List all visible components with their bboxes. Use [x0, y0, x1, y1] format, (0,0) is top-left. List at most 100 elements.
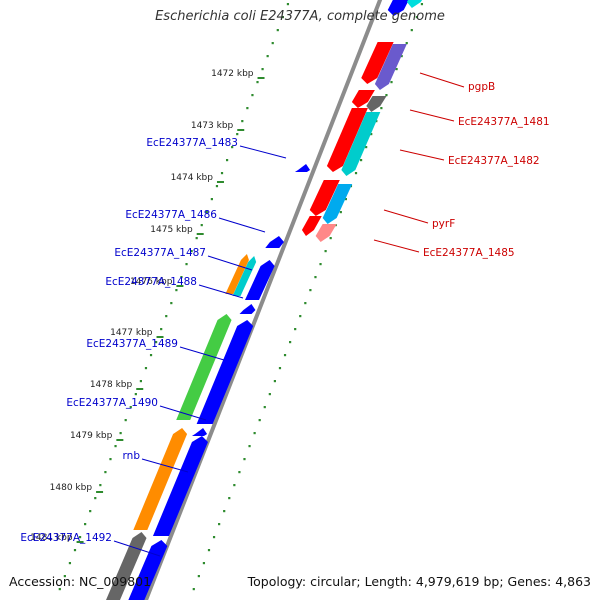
leader-line [239, 145, 287, 159]
tick-ring-outer [192, 3, 424, 591]
gene-block [374, 44, 407, 90]
gene-label-pgpb: pgpB [468, 81, 495, 93]
tick-dot [324, 250, 327, 253]
tick-dot [354, 172, 358, 175]
tick-dot [281, 16, 284, 19]
tick-dot [344, 198, 347, 201]
tick-dot [415, 16, 418, 19]
tick-dot [319, 263, 322, 266]
kbp-tick-label: 1478 kbp [90, 380, 133, 390]
tick-dot [202, 562, 206, 565]
leader-line [419, 72, 465, 88]
tick-dot [200, 224, 203, 227]
tick-dot [253, 432, 256, 435]
tick-dot [165, 315, 168, 318]
gene-block [294, 164, 311, 172]
gene-block [326, 108, 368, 172]
tick-dot [89, 510, 92, 513]
accession-text: Accession: NC_009801 [9, 574, 152, 589]
gene-label-ece24377a_1486: EcE24377A_1486 [125, 209, 217, 221]
tick-dot [144, 367, 148, 370]
gene-block [191, 428, 208, 436]
tick-dot [256, 81, 259, 84]
map-title: Escherichia coli E24377A, complete genom… [155, 9, 445, 24]
gene-block [133, 428, 188, 530]
gene-block [239, 304, 256, 314]
tick-dot [243, 458, 246, 461]
leader-line [399, 149, 445, 161]
tick-dot [180, 276, 183, 279]
tick-dot [339, 211, 342, 214]
tick-dot [248, 445, 251, 448]
leader-line [198, 284, 244, 299]
tick-dot [314, 276, 317, 279]
tick-dot [420, 3, 424, 6]
tick-dot [134, 393, 137, 396]
gene-label-pyrf: pyrF [432, 218, 455, 230]
tick-dot [258, 419, 261, 422]
tick-dot [210, 198, 213, 201]
kbp-tick-label: 1474 kbp [171, 173, 214, 183]
gene-block [406, 0, 423, 8]
tick-dot [160, 328, 163, 331]
tick-dot [390, 81, 393, 84]
tick-dot [294, 328, 297, 331]
gene-block [196, 320, 254, 424]
gene-label-ece24377a_1483: EcE24377A_1483 [146, 137, 238, 149]
tick-dot [63, 575, 66, 578]
tick-dot [370, 133, 373, 136]
tick-dot [299, 315, 302, 318]
tick-dot [124, 419, 127, 422]
gene-labels: pgpB EcE24377A_1481 EcE24377A_1482 pyrF EcE2… [20, 81, 549, 544]
tick-dot [104, 471, 107, 474]
genome-backbone [143, 0, 383, 600]
gene-label-ece24377a_1488: EcE24377A_1488 [105, 276, 197, 288]
tick-dot [114, 445, 117, 448]
gene-label-ece24377a_1482: EcE24377A_1482 [448, 155, 540, 167]
gene-block [341, 112, 381, 176]
tick-dot [251, 94, 254, 97]
tick-dot [94, 497, 97, 500]
gene-block [152, 436, 208, 536]
tick-dot [273, 380, 276, 383]
tick-ring-inner [58, 3, 290, 591]
leader-line [159, 405, 207, 421]
leader-line [179, 346, 225, 361]
tick-dot [228, 497, 231, 500]
tick-dot [400, 55, 403, 58]
kbp-tick-label: 1481 kbp [30, 533, 73, 543]
tick-dot [233, 484, 236, 487]
tick-dot [139, 380, 142, 383]
tick-dot [365, 146, 368, 149]
gene-block [309, 180, 340, 216]
tick-dot [212, 536, 216, 539]
gene-block [366, 96, 387, 112]
tick-dot [197, 575, 200, 578]
tick-dot [68, 562, 72, 565]
tick-dot [286, 3, 290, 6]
tick-dot [218, 523, 221, 526]
kbp-tick-label: 1477 kbp [110, 328, 153, 338]
tick-dot [266, 55, 269, 58]
gene-label-ece24377a_1489: EcE24377A_1489 [86, 338, 178, 350]
gene-block [232, 256, 257, 296]
tick-dot [190, 250, 193, 253]
leader-line [207, 255, 253, 271]
gene-block [351, 90, 375, 108]
tick-dot [109, 458, 112, 461]
tick-dot [278, 367, 282, 370]
tick-dot [149, 354, 153, 357]
kbp-ticks: 1472 kbp 1473 kbp 1474 kbp 1475 kbp 1476 kbp… [30, 69, 265, 543]
tick-dot [231, 146, 234, 149]
tick-dot [283, 354, 287, 357]
leader-line [113, 540, 161, 557]
topology-text: Topology: circular; Length: 4,979,619 bp… [247, 574, 591, 589]
tick-dot [329, 237, 332, 240]
leader-line [218, 217, 266, 233]
tick-dot [309, 289, 312, 292]
tick-dot [359, 159, 363, 162]
tick-dot [215, 185, 219, 188]
tick-dot [236, 133, 239, 136]
gene-block [315, 224, 337, 242]
